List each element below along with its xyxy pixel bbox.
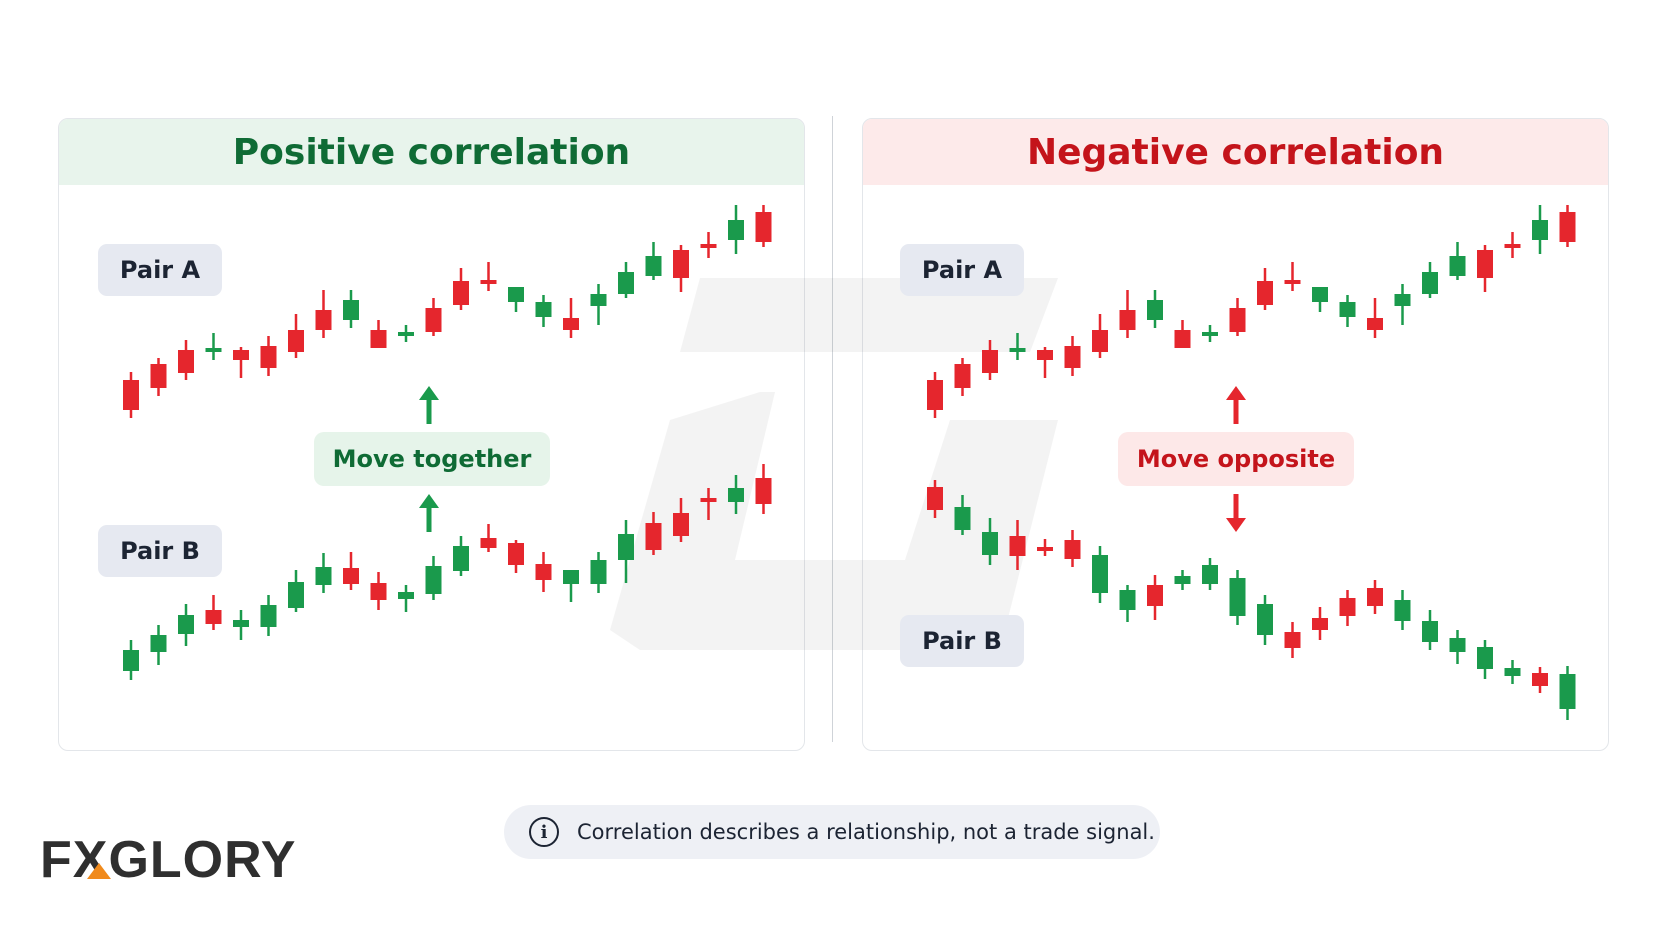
panel-divider bbox=[832, 116, 833, 742]
logo-x-letter: X bbox=[72, 831, 111, 889]
disclaimer-note: i Correlation describes a relationship, … bbox=[504, 805, 1160, 859]
logo-accent-icon bbox=[86, 863, 111, 879]
info-icon: i bbox=[529, 817, 559, 847]
positive-correlation-panel: Positive correlation bbox=[58, 118, 805, 751]
move-opposite-tag: Move opposite bbox=[1118, 432, 1354, 486]
fxglory-logo: FX GLORY bbox=[40, 830, 296, 890]
negative-correlation-title: Negative correlation bbox=[863, 119, 1608, 185]
pair-b-label-right: Pair B bbox=[900, 615, 1024, 667]
move-together-tag: Move together bbox=[314, 432, 550, 486]
disclaimer-text: Correlation describes a relationship, no… bbox=[577, 820, 1155, 844]
positive-correlation-title: Positive correlation bbox=[59, 119, 804, 185]
pair-a-label-right: Pair A bbox=[900, 244, 1024, 296]
logo-text-glory: GLORY bbox=[108, 831, 297, 889]
logo-text-f: F bbox=[40, 831, 73, 889]
pair-b-label-left: Pair B bbox=[98, 525, 222, 577]
pair-a-label-left: Pair A bbox=[98, 244, 222, 296]
logo-x-glyph: X bbox=[72, 831, 109, 889]
